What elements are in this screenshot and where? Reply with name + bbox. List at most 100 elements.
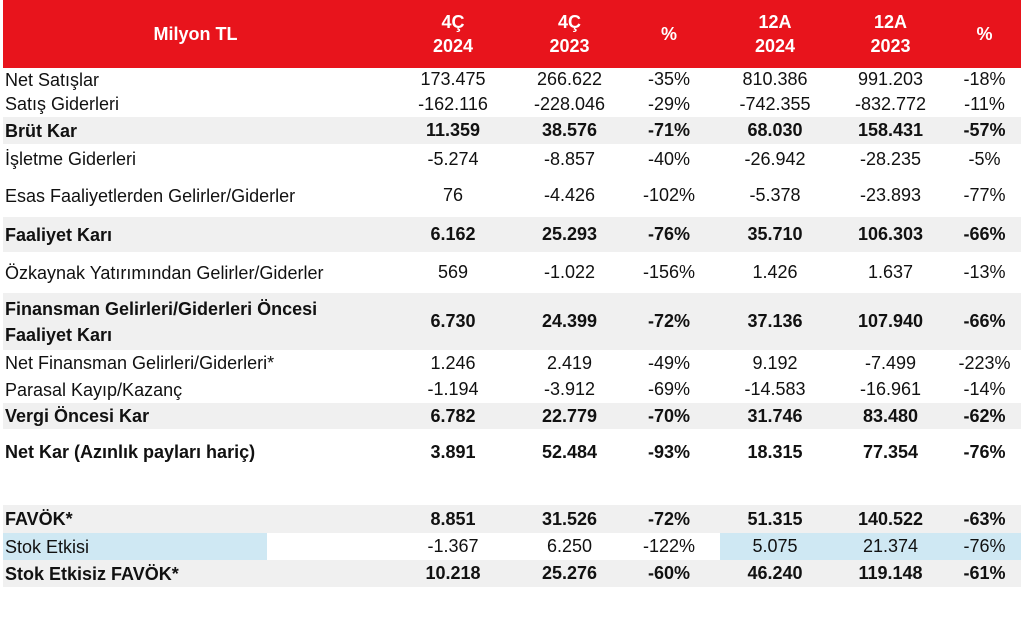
header-col-1: 4Ç 2024 xyxy=(432,12,474,56)
header-col-2: 4Ç 2023 xyxy=(549,12,590,56)
header-col-5: 12A 2023 xyxy=(870,12,911,56)
row-value: -5.274 xyxy=(427,148,479,169)
row-label: Özkaynak Yatırımından Gelirler/Giderler xyxy=(5,262,324,283)
row-value: 266.622 xyxy=(536,69,603,89)
spacer-row xyxy=(3,475,1021,505)
row-value: -7.499 xyxy=(864,352,917,373)
row-value: 1.637 xyxy=(867,262,914,282)
row-value: -18% xyxy=(963,69,1006,89)
row-value: -76% xyxy=(647,224,691,244)
table-row: Stok Etkisi -1.367 6.250 -122% 5.075 21.374 -7… xyxy=(3,533,1021,560)
row-value: -742.355 xyxy=(739,93,811,114)
row-value: 119.148 xyxy=(858,563,923,583)
row-value: 6.730 xyxy=(430,311,476,331)
row-value: -16.961 xyxy=(859,379,922,399)
row-label: FAVÖK* xyxy=(5,509,73,529)
row-value: -76% xyxy=(963,441,1006,462)
table-row: Finansman Gelirleri/Giderleri Öncesi Faa… xyxy=(3,293,1021,350)
row-value: 31.746 xyxy=(747,405,803,426)
table-row: FAVÖK* 8.851 31.526 -72% 51.315 140.522 -63% xyxy=(3,505,1021,533)
row-value: 6.250 xyxy=(546,536,593,556)
row-value: 25.276 xyxy=(541,563,598,583)
row-value: 1.426 xyxy=(752,262,798,282)
row-value: -76% xyxy=(963,536,1006,556)
row-value: -11% xyxy=(964,93,1005,114)
row-value: 158.431 xyxy=(857,120,924,140)
row-value: -156% xyxy=(642,262,696,282)
header-label: Milyon TL xyxy=(153,24,238,44)
row-value: 77.354 xyxy=(862,441,919,462)
row-value: 569 xyxy=(437,262,469,282)
table-row: Net Kar (Azınlık payları hariç) 3.891 52.4… xyxy=(3,429,1021,475)
header-col-4: 12A 2024 xyxy=(754,12,796,56)
row-label: Faaliyet Karı xyxy=(5,224,113,245)
row-value: 6.162 xyxy=(430,224,476,244)
table-row: Net Finansman Gelirleri/Giderleri* 1.246 2… xyxy=(3,350,1021,376)
row-value: 25.293 xyxy=(541,224,598,244)
row-value: -223% xyxy=(958,352,1011,373)
row-value: -1.022 xyxy=(543,262,596,282)
table-body: Net Satışlar 173.475 266.622 -35% 810.386 991… xyxy=(3,68,1021,587)
row-value: -122% xyxy=(642,536,696,556)
header-col-3: % xyxy=(660,24,677,44)
row-value: 52.484 xyxy=(541,441,598,462)
financial-table: Milyon TL 4Ç 2024 4Ç 2023 % 12A 2024 12A… xyxy=(3,0,1021,587)
row-value: -26.942 xyxy=(744,148,806,169)
row-value: 1.246 xyxy=(430,352,476,373)
table-row: Vergi Öncesi Kar 6.782 22.779 -70% 31.746 83.… xyxy=(3,403,1021,429)
row-value: 3.891 xyxy=(430,441,476,462)
row-value: 38.576 xyxy=(541,120,598,140)
row-label: Net Kar (Azınlık payları hariç) xyxy=(5,442,256,462)
row-value: -832.772 xyxy=(854,93,927,114)
row-value: -35% xyxy=(647,69,691,89)
table-row: Faaliyet Karı 6.162 25.293 -76% 35.710 106.30… xyxy=(3,217,1021,252)
row-value: -72% xyxy=(647,311,691,331)
row-value: 991.203 xyxy=(857,69,924,89)
row-label: Finansman Gelirleri/Giderleri Öncesi Faa… xyxy=(5,298,318,345)
row-value: 2.419 xyxy=(546,352,593,373)
row-value: 21.374 xyxy=(862,536,919,556)
row-value: 140.522 xyxy=(857,508,924,529)
row-value: -61% xyxy=(963,563,1006,583)
table-row: Esas Faaliyetlerden Gelirler/Giderler 76 -… xyxy=(3,174,1021,217)
row-value: -63% xyxy=(963,508,1006,529)
row-value: -66% xyxy=(963,224,1006,244)
row-value: -102% xyxy=(642,185,696,205)
row-label: Net Satışlar xyxy=(5,69,100,90)
table-row: Satış Giderleri -162.116 -228.046 -29% -742.… xyxy=(3,91,1021,117)
row-value: 24.399 xyxy=(541,311,598,331)
row-value: 37.136 xyxy=(747,311,803,331)
header-col-6: % xyxy=(976,24,993,44)
row-value: -69% xyxy=(647,379,691,399)
row-label: Brüt Kar xyxy=(5,120,78,141)
row-value: -60% xyxy=(647,563,691,583)
row-value: -162.116 xyxy=(418,93,488,114)
row-value: -29% xyxy=(647,93,691,114)
row-value: 5.075 xyxy=(752,536,798,556)
row-value: -70% xyxy=(647,405,691,426)
row-value: 18.315 xyxy=(747,441,803,462)
table-row: Stok Etkisiz FAVÖK* 10.218 25.276 -60% 46.24… xyxy=(3,560,1021,587)
row-value: 6.782 xyxy=(430,405,476,426)
row-value: 35.710 xyxy=(747,224,803,244)
row-value: -1.367 xyxy=(427,536,479,556)
row-label: Net Finansman Gelirleri/Giderleri* xyxy=(5,353,275,373)
row-value: -14% xyxy=(963,379,1006,399)
row-value: -28.235 xyxy=(859,148,922,169)
row-value: -23.893 xyxy=(859,185,922,205)
row-value: -40% xyxy=(647,148,691,169)
row-value: 68.030 xyxy=(747,120,803,140)
row-value: -71% xyxy=(647,120,691,140)
table-row: Özkaynak Yatırımından Gelirler/Giderler 5… xyxy=(3,252,1021,293)
row-value: -13% xyxy=(963,262,1006,282)
row-value: 9.192 xyxy=(752,352,798,373)
row-value: 31.526 xyxy=(541,508,598,529)
row-value: -5.378 xyxy=(749,185,801,205)
row-value: 810.386 xyxy=(742,69,808,89)
row-value: 8.851 xyxy=(430,508,476,529)
row-value: -62% xyxy=(963,405,1006,426)
row-value: -57% xyxy=(963,120,1006,140)
row-value: 83.480 xyxy=(862,405,919,426)
row-value: 11.359 xyxy=(425,120,481,140)
row-value: -5% xyxy=(968,148,1001,169)
